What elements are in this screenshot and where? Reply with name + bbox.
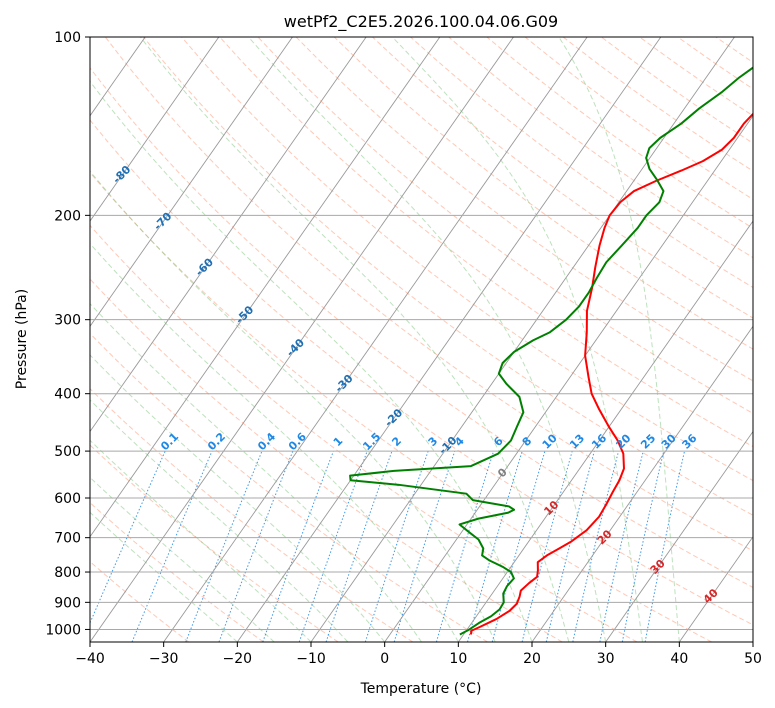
isotherm-line xyxy=(90,37,293,328)
profile-lines xyxy=(349,66,753,636)
moist-adiabat-line xyxy=(140,37,570,642)
isotherm-line xyxy=(236,37,662,642)
mixing-ratio-line xyxy=(521,450,573,642)
mixing-ratio-line xyxy=(364,450,429,642)
x-tick-label: 50 xyxy=(744,651,762,667)
x-tick-label: −10 xyxy=(296,651,326,667)
dewpoint-profile-line xyxy=(349,66,753,636)
mixing-ratio-line xyxy=(218,450,294,642)
y-tick-label: 300 xyxy=(54,313,81,329)
isotherm-value-label: -100 xyxy=(27,65,56,94)
x-tick-label: −40 xyxy=(75,651,105,667)
moist-adiabat-line xyxy=(90,242,459,642)
moist-adiabat-line xyxy=(392,37,643,642)
mixing-ratio-line xyxy=(325,450,393,642)
moist-adiabat-line xyxy=(90,80,533,642)
isotherm-line xyxy=(310,37,735,642)
x-axis-label: Temperature (°C) xyxy=(360,681,482,697)
moist-adiabat-line xyxy=(558,37,680,642)
dry-adiabat-line xyxy=(90,332,488,642)
x-tick-label: 20 xyxy=(523,651,541,667)
isotherm-line xyxy=(457,220,753,642)
y-tick-label: 100 xyxy=(54,30,81,46)
isotherm-line xyxy=(90,37,514,642)
moist-adiabat-line xyxy=(248,37,607,642)
y-tick-label: 200 xyxy=(54,208,81,224)
y-tick-label: 600 xyxy=(54,491,81,507)
y-tick-label: 500 xyxy=(54,444,81,460)
dry-adiabat-line xyxy=(181,37,753,482)
dry-adiabat-line xyxy=(333,37,753,350)
dry-adiabat-line xyxy=(90,67,753,588)
dry-adiabat-line xyxy=(143,37,753,516)
mixing-ratio-line xyxy=(131,450,213,642)
moist-adiabat-line xyxy=(90,476,275,642)
y-tick-label: 700 xyxy=(54,531,81,547)
axes: −40 −30 −20 −10 0 10 20 30 40 50 100 200 300 400 500 60… xyxy=(45,30,762,667)
dry-adiabat-line xyxy=(90,444,339,642)
chart-title: wetPf2_C2E5.2026.100.04.06.G09 xyxy=(284,12,558,32)
dry-adiabat-line xyxy=(219,37,753,448)
mixing-ratio-line xyxy=(572,450,620,642)
isotherm-line xyxy=(90,37,220,222)
isotherm-line xyxy=(678,535,753,642)
plot-background xyxy=(90,37,753,642)
x-tick-label: 40 xyxy=(670,651,688,667)
x-tick-label: −30 xyxy=(149,651,179,667)
mixing-ratio-line xyxy=(644,450,686,642)
mixing-ratio-line xyxy=(90,450,166,625)
mixing-ratio-line xyxy=(621,450,665,642)
mixing-ratio-line xyxy=(467,450,523,642)
x-tick-label: −20 xyxy=(223,651,253,667)
background-lines xyxy=(0,37,775,642)
mixing-ratio-line xyxy=(599,450,644,642)
plot-frame xyxy=(89,36,754,643)
isotherm-line xyxy=(0,37,72,642)
dry-adiabat-line xyxy=(90,171,712,642)
isotherm-line xyxy=(605,430,753,642)
mixing-ratio-line xyxy=(435,450,495,642)
isotherm-line xyxy=(752,641,753,642)
y-tick-label: 900 xyxy=(54,595,81,611)
mixing-ratio-line xyxy=(262,450,334,642)
x-tick-label: 0 xyxy=(380,651,389,667)
moist-adiabat-line xyxy=(90,170,496,642)
y-tick-label: 800 xyxy=(54,565,81,581)
isotherm-line xyxy=(384,115,753,642)
temperature-profile-line xyxy=(469,112,753,635)
y-tick-label: 400 xyxy=(54,387,81,403)
dry-adiabat-line xyxy=(90,560,190,642)
x-tick-label: 10 xyxy=(449,651,467,667)
dry-adiabat-line xyxy=(754,37,775,642)
dry-adiabat-line xyxy=(90,119,753,626)
isotherm-line xyxy=(531,325,753,642)
moist-adiabat-line xyxy=(90,511,238,642)
x-tick-label: 30 xyxy=(597,651,615,667)
moist-adiabat-line xyxy=(90,302,422,642)
mixing-ratio-line xyxy=(298,450,368,642)
mixing-ratio-line xyxy=(185,450,263,642)
isotherm-line xyxy=(163,37,588,642)
y-tick-label: 1000 xyxy=(45,622,81,638)
isotherm-line xyxy=(90,37,367,433)
dry-adiabat-line xyxy=(372,37,753,319)
dry-adiabat-line xyxy=(90,278,563,642)
moist-adiabat-line xyxy=(90,354,386,642)
isotherm-line xyxy=(90,37,441,538)
moist-adiabat-line xyxy=(90,399,349,642)
y-axis-label: Pressure (hPa) xyxy=(14,289,30,389)
